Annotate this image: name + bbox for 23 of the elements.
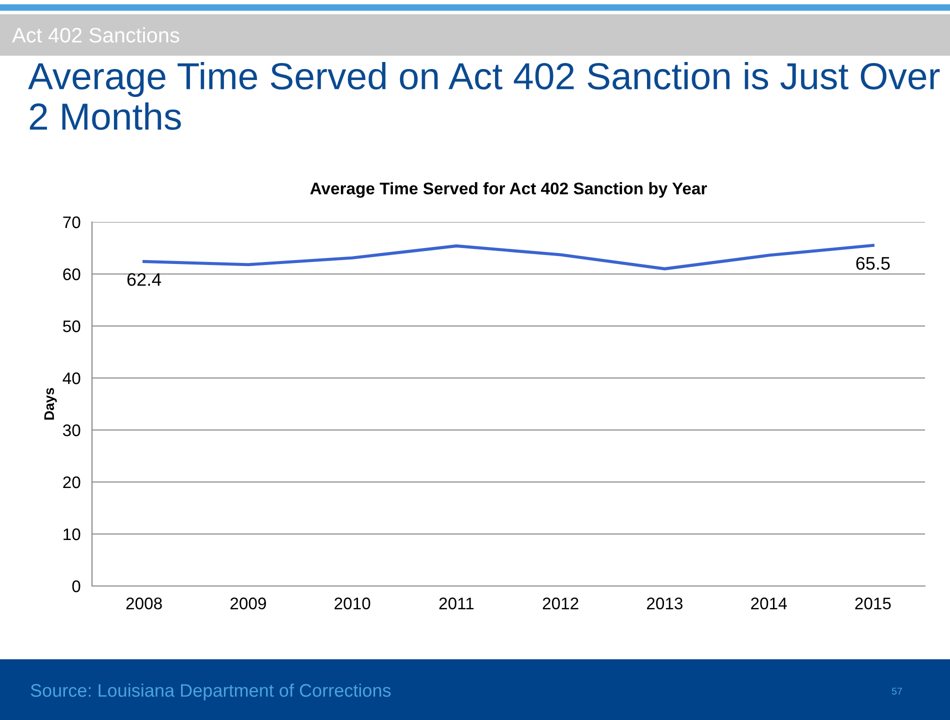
x-tick-label: 2008 (126, 598, 162, 610)
y-tick-label: 10 (64, 528, 80, 540)
chart-title: Average Time Served on Act 402 Sanction is Just Over 2 Months (28, 62, 940, 130)
source-note: Source: Louisiana Department of Corrections (30, 684, 391, 700)
y-tick-label: 30 (62, 424, 80, 436)
y-axis-title: Days (44, 388, 57, 420)
data-label: 65.5 (856, 256, 890, 270)
y-tick-label: 20 (63, 476, 80, 488)
x-tick-label: 2014 (751, 598, 787, 610)
y-tick-label: 60 (63, 268, 80, 280)
x-tick-label: 2009 (230, 598, 266, 610)
chart-subtitle: Average Time Served for Act 402 Sanction by Year (310, 182, 707, 198)
x-tick-label: 2011 (439, 598, 474, 610)
data-label: 62.4 (127, 273, 162, 286)
x-tick-label: 2010 (334, 598, 370, 610)
x-tick-label: 2012 (542, 598, 578, 610)
text: 57 (892, 688, 902, 695)
x-tick-label: 2015 (855, 598, 891, 610)
y-tick-label: 40 (62, 372, 80, 384)
y-tick-label: 70 (63, 216, 80, 228)
y-tick-label: 0 (72, 580, 80, 592)
y-tick-label: 50 (63, 320, 80, 332)
x-tick-label: 2013 (646, 598, 682, 610)
